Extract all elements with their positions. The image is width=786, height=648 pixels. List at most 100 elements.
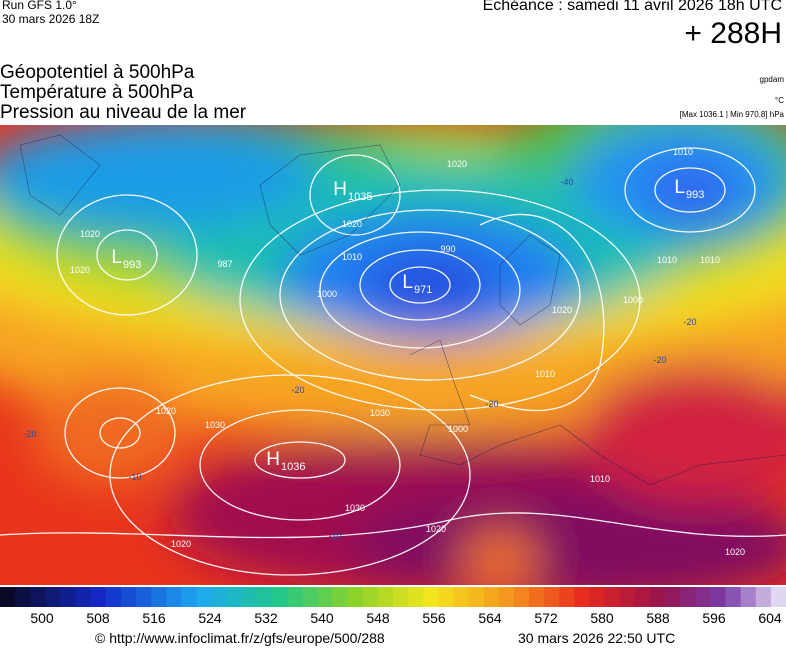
colorbar-cell bbox=[196, 587, 213, 607]
temperature-label: -20 bbox=[683, 317, 696, 327]
colorbar-cell bbox=[377, 587, 394, 607]
temperature-label: -40 bbox=[560, 177, 573, 187]
center-value: 1035 bbox=[348, 191, 372, 203]
colorbar-cell bbox=[120, 587, 137, 607]
isobar-label: 1010 bbox=[342, 252, 362, 262]
run: Run GFS 1.0° bbox=[2, 0, 77, 12]
colorbar-cell bbox=[393, 587, 409, 607]
center-value: 1036 bbox=[281, 461, 305, 473]
colorbar-tick-label: 596 bbox=[702, 610, 726, 625]
center-symbol: H bbox=[266, 449, 280, 470]
colorbar-cell bbox=[619, 587, 636, 607]
center-symbol: L bbox=[111, 247, 122, 268]
center-symbol: L bbox=[402, 272, 413, 293]
colorbar-cell bbox=[559, 587, 575, 607]
temperature-label: -20 bbox=[291, 385, 304, 395]
colorbar-tick-label: 580 bbox=[590, 610, 614, 625]
colorbar-cell bbox=[362, 587, 379, 607]
colorbar-cell bbox=[302, 587, 318, 607]
colorbar-tick-label: 588 bbox=[646, 610, 670, 625]
colorbar-cell bbox=[272, 587, 288, 607]
colorbar-tick-label: 508 bbox=[86, 610, 110, 625]
isobar-label: 1010 bbox=[590, 474, 610, 484]
colorbar-cell bbox=[136, 587, 152, 607]
center-symbol: L bbox=[674, 177, 685, 198]
colorbar-cell bbox=[60, 587, 77, 607]
coastlines bbox=[19, 134, 786, 486]
colorbar-cell bbox=[256, 587, 273, 607]
colorbar-cell bbox=[453, 587, 470, 607]
isobar-label: 1000 bbox=[623, 295, 643, 305]
temperature-label: -20 bbox=[485, 399, 498, 409]
center-value: 993 bbox=[123, 259, 141, 271]
colorbar-cell bbox=[498, 587, 515, 607]
colorbar-tick-label: 564 bbox=[478, 610, 502, 625]
isobar-label: 1020 bbox=[447, 159, 467, 169]
isobar-label: 1020 bbox=[342, 219, 362, 229]
isobar-label: 1000 bbox=[317, 289, 337, 299]
colorbar-cell bbox=[725, 587, 742, 607]
colorbar-cell bbox=[105, 587, 122, 607]
temperature-label: -10 bbox=[328, 531, 341, 541]
colorbar-cell bbox=[438, 587, 454, 607]
colorbar-tick-label: 516 bbox=[142, 610, 166, 625]
colorbar-cell bbox=[287, 587, 303, 607]
colorbar-cell bbox=[408, 587, 424, 607]
colorbar-cell bbox=[181, 587, 197, 607]
colorbar-cell bbox=[166, 587, 182, 607]
colorbar-cell bbox=[665, 587, 681, 607]
lead-time: + 288H bbox=[684, 17, 782, 50]
field: Pression au niveau de la mer bbox=[0, 102, 247, 123]
colorbar-cell bbox=[634, 587, 651, 607]
colorbar-cell bbox=[680, 587, 696, 607]
run-date: 30 mars 2026 18Z bbox=[2, 12, 100, 26]
colorbar-tick-label: 556 bbox=[422, 610, 446, 625]
colorbar-cell bbox=[604, 587, 621, 607]
isobar-label: 1010 bbox=[700, 255, 720, 265]
isobar-label: 1010 bbox=[657, 255, 677, 265]
unit: gpdam bbox=[759, 75, 784, 84]
temperature-label: -10 bbox=[128, 472, 141, 482]
isobar-label: 1020 bbox=[171, 539, 191, 549]
isobar-label: 1020 bbox=[426, 524, 446, 534]
colorbar-cell bbox=[226, 587, 243, 607]
colorbar-cell bbox=[0, 587, 16, 607]
isobar-label: 1020 bbox=[552, 305, 572, 315]
isobar-label: 1020 bbox=[80, 229, 100, 239]
colorbar-tick-label: 572 bbox=[534, 610, 558, 625]
isobar-label: 1020 bbox=[156, 406, 176, 416]
isobar-label: 1030 bbox=[345, 503, 365, 513]
isobar-label: 1000 bbox=[448, 424, 468, 434]
source: © http://www.infoclimat.fr/z/gfs/europe/… bbox=[95, 630, 385, 646]
colorbar-cell bbox=[513, 587, 530, 607]
colorbar-cell bbox=[423, 587, 439, 607]
isobar-label: 1020 bbox=[725, 547, 745, 557]
temperature-label: -20 bbox=[23, 429, 36, 439]
isobar-label: 1030 bbox=[370, 408, 390, 418]
colorbar-cell bbox=[710, 587, 727, 607]
colorbar-tick-label: 500 bbox=[30, 610, 54, 625]
colorbar-tick-label: 548 bbox=[366, 610, 390, 625]
colorbar-cell bbox=[317, 587, 334, 607]
isobar-label: 1030 bbox=[205, 420, 225, 430]
center-symbol: H bbox=[333, 179, 347, 200]
colorbar-cell bbox=[30, 587, 46, 607]
field: Géopotentiel à 500hPa bbox=[0, 62, 195, 83]
colorbar-cell bbox=[649, 587, 666, 607]
colorbar-cell bbox=[574, 587, 590, 607]
colorbar-cell bbox=[347, 587, 364, 607]
colorbar-cell bbox=[75, 587, 92, 607]
colorbar-cell bbox=[332, 587, 349, 607]
colorbar-cell bbox=[695, 587, 711, 607]
center-value: 971 bbox=[414, 284, 432, 296]
valid-time: Echéance : samedi 11 avril 2026 18h UTC bbox=[482, 0, 782, 14]
colorbar-tick-label: 524 bbox=[198, 610, 222, 625]
isobar-label: 990 bbox=[440, 244, 455, 254]
colorbar-cell bbox=[151, 587, 167, 607]
colorbar-cell bbox=[241, 587, 258, 607]
colorbar-tick-label: 604 bbox=[758, 610, 782, 625]
colorbar-cell bbox=[770, 587, 786, 607]
